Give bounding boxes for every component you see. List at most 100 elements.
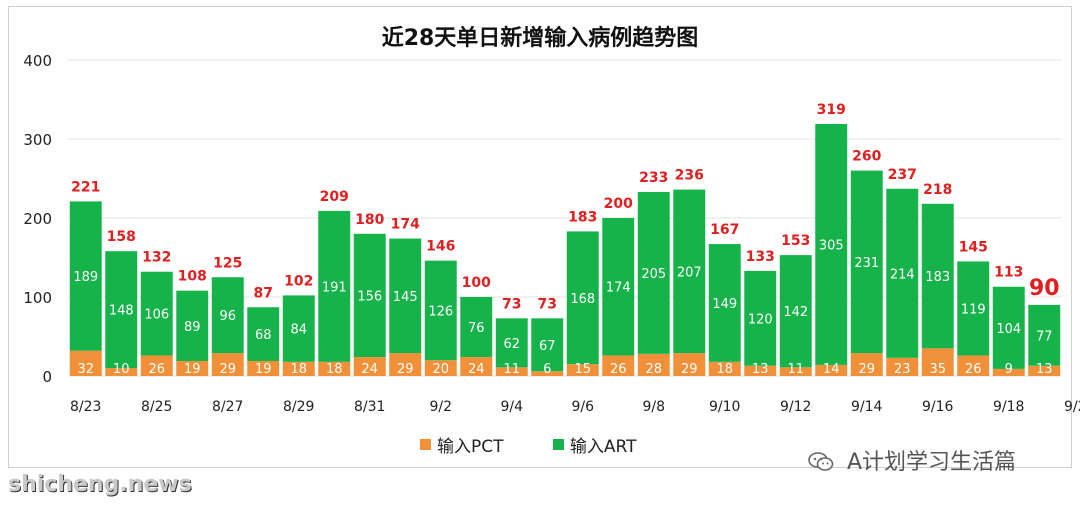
art-value-label: 96 [219, 309, 236, 324]
pct-value-label: 11 [503, 362, 520, 377]
total-value-label: 233 [639, 170, 668, 186]
art-value-label: 62 [503, 337, 520, 352]
total-value-label: 100 [462, 275, 491, 291]
chart-title: 近28天单日新增输入病例趋势图 [381, 26, 699, 51]
pct-value-label: 28 [645, 362, 662, 377]
art-value-label: 214 [890, 267, 915, 282]
bar-pct [389, 353, 422, 376]
pct-value-label: 11 [787, 362, 804, 377]
total-value-label: 183 [568, 209, 597, 225]
total-value-label: 133 [746, 249, 775, 265]
pct-value-label: 20 [432, 362, 449, 377]
art-value-label: 148 [109, 304, 134, 319]
total-value-label: 132 [142, 250, 171, 266]
legend: 输入PCT 输入ART [420, 432, 681, 457]
pct-value-label: 29 [681, 362, 698, 377]
x-tick-label: 8/23 [70, 399, 101, 415]
pct-value-label: 10 [113, 362, 130, 377]
art-value-label: 89 [184, 320, 201, 335]
bar-pct [779, 367, 812, 376]
bar-art [353, 233, 386, 358]
bar-pct [566, 364, 599, 376]
total-value-label: 87 [254, 285, 273, 301]
total-value-label: 260 [852, 149, 881, 165]
bar-pct [744, 365, 777, 376]
bar-pct [69, 350, 102, 376]
bar-art [105, 251, 138, 369]
bar-art [744, 270, 777, 366]
art-value-label: 231 [854, 256, 879, 271]
pct-value-label: 29 [858, 362, 875, 377]
bar-pct [637, 353, 670, 376]
bar-pct [921, 348, 954, 376]
bar-art [957, 261, 990, 356]
x-tick-label: 9/12 [780, 399, 811, 415]
bar-pct [140, 355, 173, 376]
bar-art [850, 170, 883, 354]
bar-art [886, 188, 919, 358]
bar-pct [531, 371, 564, 376]
y-tick-label: 200 [23, 210, 52, 228]
watermark-text: A计划学习生活篇 [847, 450, 1017, 475]
art-value-label: 305 [819, 238, 844, 253]
bar-art [495, 318, 528, 368]
art-value-label: 183 [925, 270, 950, 285]
bar-pct [957, 355, 990, 376]
bar-art [779, 255, 812, 368]
pct-value-label: 23 [894, 362, 911, 377]
y-tick-label: 300 [23, 131, 52, 149]
total-value-label: 180 [355, 212, 384, 228]
x-tick-label: 9/14 [851, 399, 883, 415]
legend-label-pct: 输入PCT [437, 437, 504, 457]
total-value-label: 153 [781, 233, 810, 249]
bar-pct [495, 367, 528, 376]
total-value-label: 145 [959, 239, 988, 255]
bar-pct [673, 353, 706, 376]
art-value-label: 149 [712, 297, 737, 312]
bar-pct [318, 361, 351, 376]
art-value-label: 68 [255, 328, 272, 343]
bar-art [566, 231, 599, 365]
bar-pct [460, 357, 493, 376]
pct-value-label: 26 [965, 362, 982, 377]
bar-art [460, 297, 493, 358]
pct-value-label: 15 [574, 362, 591, 377]
pct-value-label: 9 [1005, 362, 1013, 377]
x-tick-label: 8/25 [141, 399, 172, 415]
x-tick-label: 9/18 [993, 399, 1024, 415]
x-tick-label: 9/10 [709, 399, 740, 415]
art-value-label: 207 [677, 265, 702, 280]
bar-art [282, 295, 315, 362]
x-tick-label: 9/20 [1064, 399, 1080, 415]
total-value-label: 221 [71, 179, 100, 195]
art-value-label: 156 [357, 289, 382, 304]
bar-art [389, 238, 422, 354]
bar-art [602, 218, 635, 356]
bar-pct [886, 357, 919, 376]
legend-item-art: 输入ART [552, 432, 637, 457]
total-value-label: 236 [675, 168, 704, 184]
art-value-label: 168 [570, 292, 595, 307]
art-value-label: 76 [468, 321, 485, 336]
total-value-label: 108 [178, 269, 207, 285]
total-value-label: 174 [391, 217, 420, 233]
total-value-label: 158 [107, 229, 136, 245]
pct-value-label: 18 [716, 362, 733, 377]
bar-pct [1028, 365, 1061, 376]
x-tick-label: 9/8 [642, 399, 665, 415]
bar-pct [424, 360, 457, 376]
art-value-label: 174 [606, 281, 631, 296]
art-value-label: 191 [322, 280, 347, 295]
bar-pct [282, 361, 315, 376]
pct-value-label: 18 [290, 362, 307, 377]
bar-pct [247, 360, 280, 376]
bar-pct [602, 355, 635, 376]
total-value-label: 146 [426, 239, 455, 255]
bar-pct [815, 364, 848, 376]
bar-art [531, 318, 564, 372]
legend-label-art: 输入ART [569, 437, 637, 457]
art-value-label: 145 [393, 290, 418, 305]
total-value-label: 200 [604, 196, 633, 212]
pct-value-label: 35 [929, 362, 946, 377]
bar-art [140, 271, 173, 356]
